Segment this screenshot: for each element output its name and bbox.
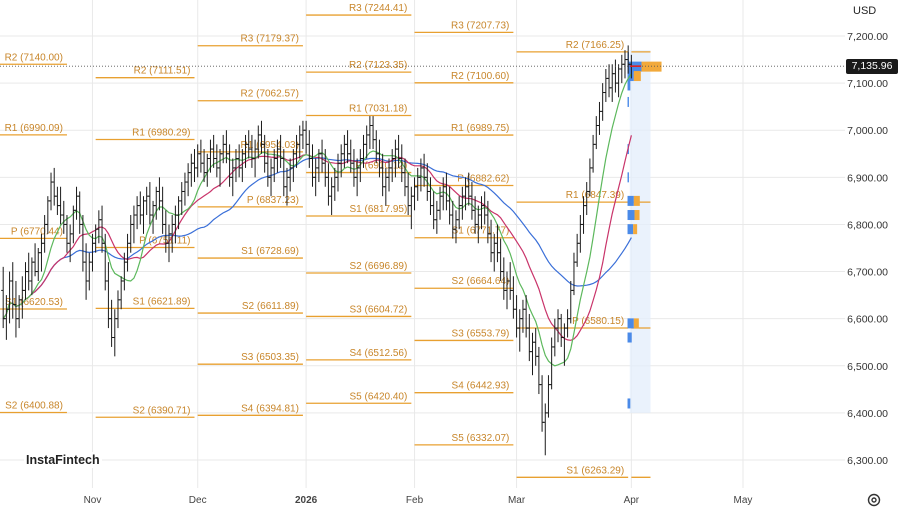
- volume-profile-bar-blue: [627, 195, 634, 206]
- volume-profile-bar-orange: [634, 210, 640, 221]
- volume-profile-bar-blue: [627, 398, 631, 409]
- pivot-label: R2 (7111.51): [134, 66, 191, 77]
- volume-profile-bar-blue: [627, 332, 632, 343]
- volume-profile-bar-blue: [627, 210, 635, 221]
- last-price-tag: 7,135.96: [846, 59, 898, 74]
- pivot-label: S5 (6332.07): [452, 433, 510, 444]
- volume-profile-bar-blue: [627, 80, 631, 91]
- pivot-label: S2 (6400.88): [5, 400, 63, 411]
- y-axis-tick-label: 6,400.00: [847, 408, 888, 420]
- pivot-label: S1 (6620.53): [5, 297, 63, 308]
- pivot-label: S4 (6442.93): [452, 381, 510, 392]
- pivot-label: P (6882.62): [457, 174, 509, 185]
- pivot-label: R2 (7062.57): [241, 89, 299, 100]
- pivot-label: S4 (6394.81): [241, 403, 299, 414]
- pivot-label: P (6837.23): [247, 195, 299, 206]
- pivot-label: R1 (7031.18): [349, 104, 407, 115]
- pivot-label: S2 (6664.64): [452, 276, 510, 287]
- x-axis-tick-label: Feb: [406, 495, 424, 506]
- x-axis-tick-label: May: [734, 495, 753, 506]
- pivot-label: S1 (6621.89): [133, 296, 191, 307]
- pivot-label: R3 (7244.41): [349, 3, 407, 14]
- y-axis-tick-label: 7,200.00: [847, 31, 888, 43]
- x-axis-tick-label: Nov: [84, 495, 102, 506]
- pivot-label: R1 (6990.09): [5, 123, 63, 134]
- currency-label[interactable]: USD: [853, 5, 877, 17]
- y-axis[interactable]: 7,200.00 7,100.00 7,000.00 6,900.00 6,800.00…: [847, 31, 888, 467]
- pivot-label: S1 (6817.95): [350, 204, 408, 215]
- pivot-label: P (6580.15): [572, 316, 624, 327]
- y-axis-tick-label: 6,900.00: [847, 172, 888, 184]
- pivot-label: S4 (6512.56): [350, 348, 408, 359]
- volume-profile-bar-orange: [633, 195, 640, 206]
- x-axis-tick-label: Mar: [508, 495, 526, 506]
- volume-profile-bar-orange: [633, 71, 641, 82]
- pivot-label: R3 (7179.37): [241, 34, 299, 45]
- pivot-label: R2 (7166.25): [566, 40, 624, 51]
- pivot-label: S2 (6390.71): [133, 405, 191, 416]
- volume-profile-bar-blue: [627, 172, 629, 183]
- volume-profile-bar-blue: [627, 318, 634, 329]
- volume-profile-bar-blue: [627, 71, 634, 82]
- pivot-label: R1 (6954.03): [241, 140, 299, 151]
- volume-profile-bar-orange: [641, 61, 662, 72]
- pivot-label: R1 (6980.29): [132, 128, 190, 139]
- y-axis-tick-label: 7,000.00: [847, 125, 888, 137]
- ohlc-bars: [1, 45, 634, 456]
- pivot-label: S1 (6771.77): [452, 226, 510, 237]
- x-axis-tick-label: Dec: [189, 495, 207, 506]
- y-axis-tick-label: 6,600.00: [847, 314, 888, 326]
- pivot-label: S5 (6420.40): [350, 391, 408, 402]
- pivot-label: R3 (7207.73): [451, 20, 509, 31]
- y-axis-tick-label: 7,100.00: [847, 78, 888, 90]
- pivot-label: S1 (6728.69): [241, 246, 299, 257]
- y-axis-tick-label: 6,300.00: [847, 455, 888, 467]
- pivot-label: R1 (6847.39): [566, 190, 624, 201]
- pivot-label: P (6751.11): [139, 235, 190, 246]
- pivot-levels: R2 (7140.00) R1 (6990.09) P (6770.44) S1 (6…: [0, 3, 651, 478]
- pivot-label: R1 (6989.75): [451, 123, 509, 134]
- pivot-label: S1 (6263.29): [566, 465, 624, 476]
- x-axis-tick-label: 2026: [295, 495, 318, 506]
- ma-fast-line: [2, 73, 632, 367]
- volume-profile-bar-blue: [627, 224, 634, 235]
- pivot-label: S3 (6553.79): [452, 328, 510, 339]
- pivot-label: P (6770.44): [11, 226, 63, 237]
- volume-profile-bar-blue: [627, 96, 629, 107]
- pivot-label: R2 (7140.00): [5, 52, 63, 63]
- y-axis-tick-label: 6,500.00: [847, 361, 888, 373]
- y-axis-tick-label: 6,800.00: [847, 219, 888, 231]
- x-axis-tick-label: Apr: [624, 495, 640, 506]
- x-axis[interactable]: Nov Dec 2026 Feb Mar Apr May: [84, 495, 753, 506]
- pivot-label: S2 (6611.89): [242, 301, 299, 312]
- watermark-logo: InstaFintech: [24, 452, 102, 468]
- pivot-label: S2 (6696.89): [350, 261, 408, 272]
- settings-gear-icon[interactable]: [866, 492, 882, 508]
- pivot-label: R2 (7100.60): [451, 71, 509, 82]
- pivot-label: R2 (7123.35): [349, 60, 407, 71]
- ma-mid-line: [2, 135, 632, 341]
- volume-profile-bar-orange: [633, 318, 639, 329]
- moving-averages: [2, 73, 632, 367]
- y-axis-tick-label: 6,700.00: [847, 267, 888, 279]
- pivot-label: S3 (6604.72): [350, 304, 408, 315]
- volume-profile-bar-orange: [633, 224, 638, 235]
- pivot-label: P (6910.12): [355, 161, 407, 172]
- pivot-label: S3 (6503.35): [241, 352, 299, 363]
